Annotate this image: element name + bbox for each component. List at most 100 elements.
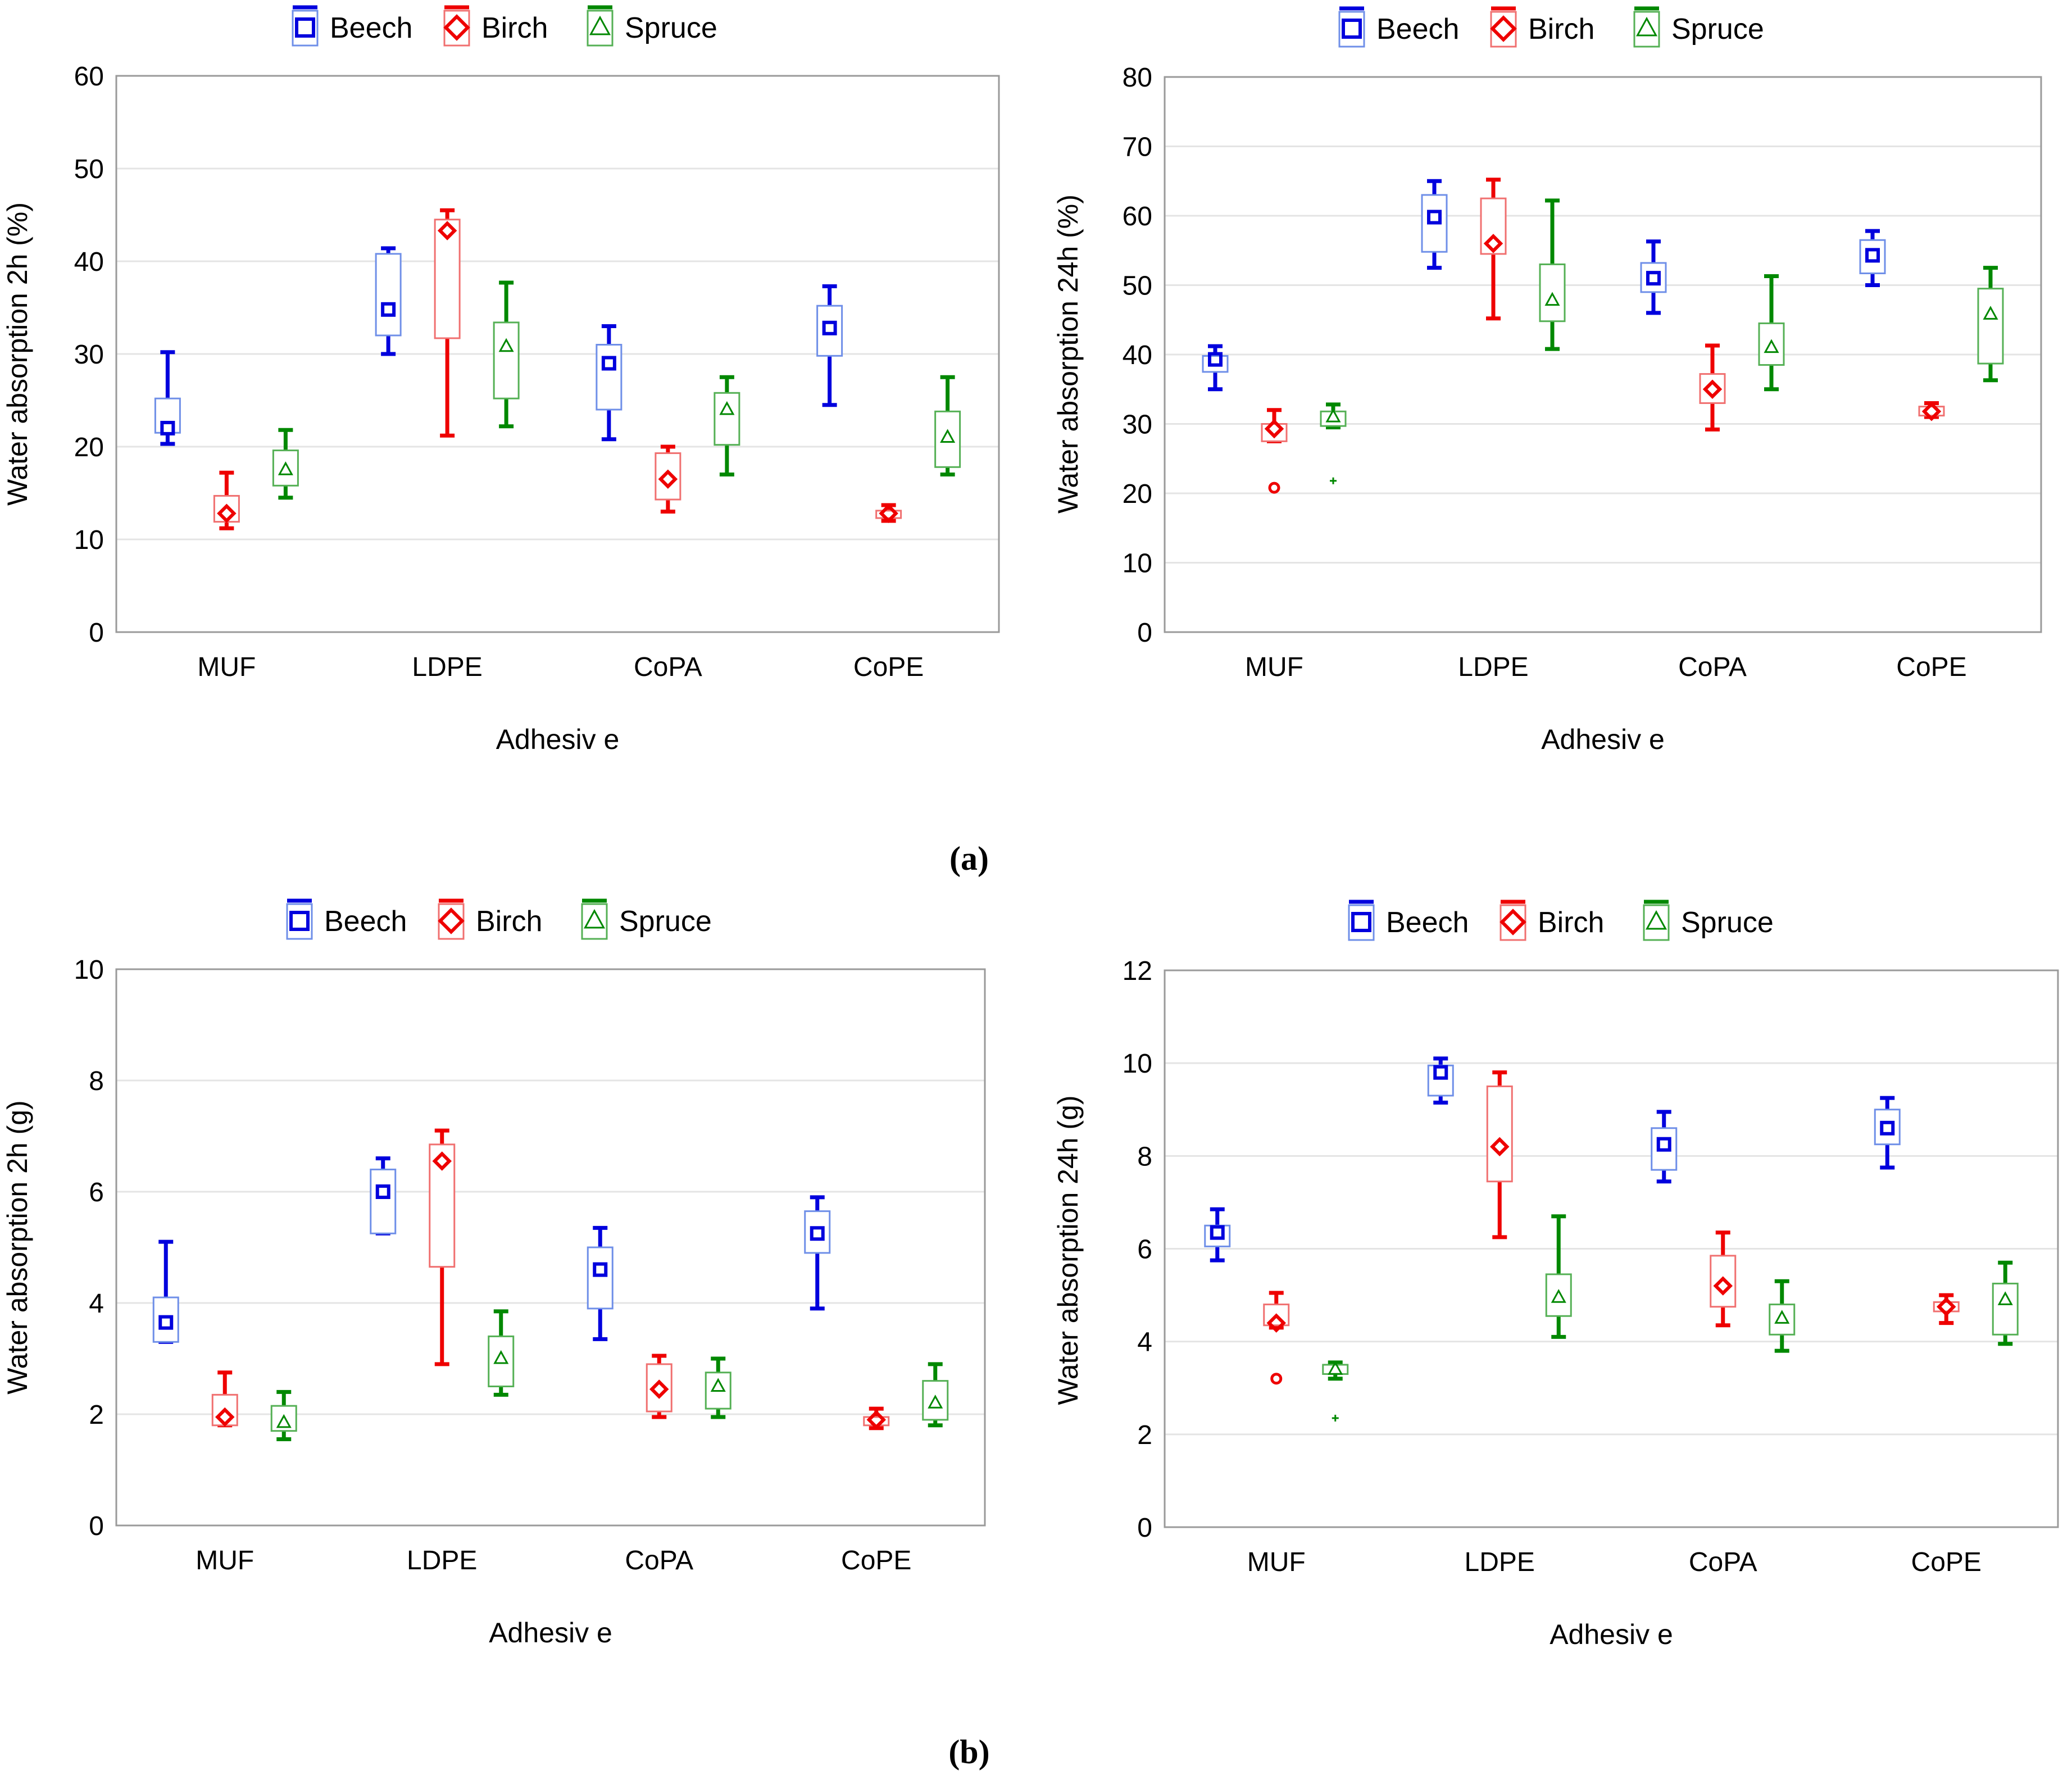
chart-3-median-marker	[276, 1414, 292, 1428]
chart-2-legend-label-birch: Birch	[1528, 13, 1594, 46]
chart-2-median-marker	[1702, 379, 1723, 399]
chart-3-y-tick-label: 4	[89, 1289, 104, 1319]
chart-4-legend-item-beech: Beech	[1348, 900, 1469, 941]
chart-4-box-birch-muf	[1263, 1291, 1290, 1385]
chart-2-legend-label-spruce: Spruce	[1671, 13, 1764, 46]
chart-4-median-marker	[1266, 1313, 1286, 1333]
chart-3-box-spruce-muf	[270, 1390, 297, 1442]
chart-4-median-marker	[1937, 1297, 1956, 1316]
chart-4-legend-icon-marker-birch	[1500, 909, 1526, 936]
chart-1-x-tick-label-copa: CoPA	[634, 652, 702, 682]
chart-2-y-tick-label: 20	[1123, 479, 1152, 509]
chart-3-median-marker	[928, 1395, 943, 1409]
chart-1-box-spruce-muf	[272, 428, 299, 500]
chart-1-iqr-box	[816, 305, 843, 357]
chart-3-box-beech-cope	[804, 1195, 831, 1311]
chart-1-median-marker	[601, 356, 616, 371]
chart-4-legend-label-beech: Beech	[1386, 906, 1469, 939]
chart-4-median-marker	[1490, 1137, 1510, 1157]
chart-3-legend-icon-marker-beech	[289, 911, 310, 931]
chart-2-legend-icon-marker-spruce	[1635, 16, 1658, 37]
chart-1-x-axis-label: Adhesiv e	[496, 724, 620, 755]
chart-3-median-marker	[493, 1350, 509, 1364]
chart-2-box-spruce-copa	[1758, 274, 1785, 392]
chart-4-box-spruce-cope	[1992, 1260, 2019, 1346]
chart-2-iqr-box	[1480, 197, 1507, 255]
chart-3-median-marker	[810, 1226, 825, 1241]
chart-1-iqr-box	[493, 321, 520, 399]
chart-3-iqr-box	[429, 1143, 456, 1268]
chart-2-legend-icon-box-spruce	[1633, 11, 1660, 48]
panel-label-a: (a)	[949, 840, 989, 877]
chart-3-box-birch-ldpe	[429, 1128, 456, 1366]
chart-2-iqr-box	[1539, 263, 1566, 323]
chart-1-y-tick-label: 50	[74, 155, 104, 184]
chart-1-x-tick-label-muf: MUF	[197, 652, 256, 682]
chart-4-x-tick-label-copa: CoPA	[1689, 1547, 1757, 1577]
chart-3-median-marker	[866, 1410, 886, 1430]
chart-1-median-marker	[879, 503, 898, 524]
chart-3-y-tick-label: 10	[74, 955, 104, 985]
chart-1-median-marker	[381, 302, 396, 317]
chart-1-y-tick-label: 30	[74, 340, 104, 370]
chart-2-y-tick-label: 50	[1123, 271, 1152, 301]
chart-3-legend-label-birch: Birch	[476, 905, 542, 938]
chart-2-y-tick-label: 0	[1137, 618, 1152, 648]
chart-2-box-spruce-muf	[1320, 402, 1347, 484]
chart-3-x-tick-label-ldpe: LDPE	[407, 1546, 477, 1575]
chart-4-y-tick-label: 2	[1137, 1420, 1152, 1450]
chart-3-median-marker	[593, 1262, 608, 1277]
chart-2-box-beech-copa	[1640, 239, 1667, 315]
chart-2-box-beech-ldpe	[1421, 179, 1448, 270]
chart-4-median-marker	[1656, 1137, 1671, 1152]
chart-3-box-spruce-copa	[705, 1356, 731, 1419]
chart-2-legend-item-spruce: Spruce	[1633, 6, 1764, 48]
chart-1-legend-icon-marker-birch	[443, 14, 470, 41]
chart-3-iqr-box	[152, 1296, 179, 1343]
chart-2-median-marker	[1427, 210, 1442, 225]
chart-2-legend-icon-marker-birch	[1490, 15, 1517, 42]
chart-4-iqr-box	[1204, 1224, 1231, 1247]
chart-2-median-marker	[1646, 271, 1661, 286]
chart-4-iqr-box	[1769, 1304, 1796, 1336]
chart-3-iqr-box	[488, 1335, 515, 1387]
chart-1-median-marker	[278, 461, 293, 475]
chart-2-median-marker	[1208, 352, 1223, 367]
chart-3-box-birch-copa	[646, 1354, 673, 1419]
chart-2-box-birch-muf	[1261, 408, 1288, 494]
chart-1-legend-icon-marker-beech	[295, 17, 315, 38]
chart-3-legend-item-birch: Birch	[438, 898, 542, 940]
chart-3-box-birch-muf	[211, 1370, 238, 1428]
chart-2-x-tick-label-copa: CoPA	[1678, 652, 1747, 682]
chart-2-box-birch-copa	[1699, 343, 1726, 432]
chart-1-legend-icon-box-spruce	[587, 10, 614, 47]
chart-3-median-marker	[710, 1378, 726, 1392]
chart-2-median-marker	[1264, 419, 1284, 439]
chart-4-x-tick-label-cope: CoPE	[1911, 1547, 1982, 1577]
chart-1-median-marker	[822, 320, 837, 335]
chart-3-legend-icon-box-beech	[286, 903, 313, 940]
chart-2-y-tick-label: 70	[1123, 133, 1152, 162]
chart-3-iqr-box	[587, 1246, 614, 1310]
chart-2-median-marker	[1983, 306, 1998, 320]
chart-3-y-tick-label: 2	[89, 1400, 104, 1430]
chart-3-legend-icon-box-spruce	[581, 903, 608, 940]
chart-1-legend-icon-marker-spruce	[589, 15, 611, 35]
chart-1-y-tick-label: 20	[74, 433, 104, 462]
chart-4-median-marker	[1210, 1225, 1225, 1240]
chart-3-box-spruce-cope	[922, 1362, 949, 1428]
chart-3-x-tick-label-cope: CoPE	[841, 1546, 911, 1575]
chart-4-iqr-box	[1322, 1364, 1349, 1375]
chart-4-plot-frame	[1164, 969, 2059, 1528]
chart-2-median-marker	[1921, 402, 1942, 421]
chart-1-iqr-box	[272, 449, 299, 487]
chart-1-y-tick-label: 40	[74, 247, 104, 277]
chart-2-outlier-point	[1268, 482, 1280, 494]
chart-2-median-marker	[1865, 248, 1880, 263]
chart-4-iqr-box	[1427, 1064, 1454, 1097]
chart-3-legend-label-beech: Beech	[324, 905, 407, 938]
chart-3-x-tick-label-copa: CoPA	[625, 1546, 693, 1575]
chart-2-box-beech-cope	[1859, 229, 1886, 287]
chart-3-box-beech-muf	[152, 1239, 179, 1344]
